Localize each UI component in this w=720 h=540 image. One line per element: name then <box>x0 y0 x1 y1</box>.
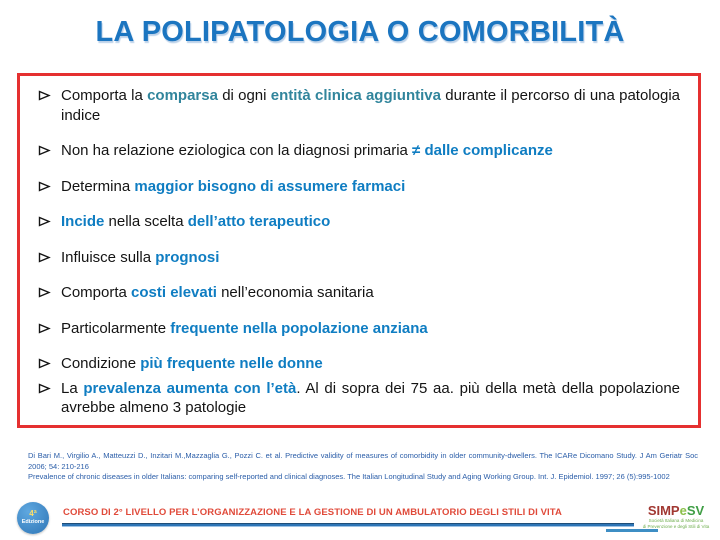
bullet-segment: prognosi <box>155 248 220 266</box>
bullet-segment: più frequente nelle donne <box>140 355 323 372</box>
simpesv-logo: SIMPeSV Società Italiana di Medicina di P… <box>640 504 712 530</box>
edition-badge-number: 4ª <box>29 509 37 519</box>
course-title: CORSO DI 2° LIVELLO PER L’ORGANIZZAZIONE… <box>63 507 562 518</box>
footer-divider <box>62 523 634 527</box>
bullet-text: Influisce sulla prognosi <box>61 248 680 268</box>
bullet-text: Non ha relazione eziologica con la diagn… <box>61 141 680 161</box>
bullet-arrow-icon <box>38 382 51 394</box>
bullet-item: Comporta costi elevati nell’economia san… <box>36 283 680 303</box>
bullet-segment: Particolarmente <box>61 319 171 337</box>
bullet-segment: prevalenza aumenta con l’età <box>83 379 297 397</box>
bullet-segment: nella scelta <box>104 213 188 230</box>
logo-tagline-line2: di Prevenzione e degli Stili di Vita <box>642 524 710 530</box>
bullet-segment: costi elevati <box>131 284 217 301</box>
bullet-segment: entità clinica aggiuntiva <box>270 87 441 104</box>
bullet-item: Incide nella scelta dell’atto terapeutic… <box>36 212 680 232</box>
bullet-arrow-icon <box>38 180 51 192</box>
slide-title: LA POLIPATOLOGIA O COMORBILITÀ <box>95 16 625 48</box>
bullet-list: Comporta la comparsa di ogni entità clin… <box>20 76 698 418</box>
bullet-segment: frequente nella popolazione anziana <box>170 319 428 337</box>
logo-tagline: Società Italiana di Medicina di Prevenzio… <box>640 518 712 530</box>
bullet-segment: comparsa <box>147 87 218 104</box>
logo-underline <box>606 529 658 532</box>
bullet-segment: Comporta <box>61 284 132 301</box>
bullet-text: Incide nella scelta dell’atto terapeutic… <box>61 212 680 232</box>
bullet-item: Determina maggior bisogno di assumere fa… <box>36 177 680 197</box>
bullet-arrow-icon <box>38 287 51 298</box>
bullet-text: Condizione più frequente nelle donne <box>61 354 680 374</box>
bullet-arrow-icon <box>38 322 51 334</box>
bullet-segment: Influisce sulla <box>61 248 156 266</box>
bullet-item: Condizione più frequente nelle donne <box>36 354 680 374</box>
bullet-text: Determina maggior bisogno di assumere fa… <box>61 177 680 197</box>
edition-badge-label: Edizione <box>21 519 45 526</box>
bullet-text: Comporta costi elevati nell’economia san… <box>61 283 680 303</box>
bullet-segment: ≠ dalle complicanze <box>412 142 553 159</box>
bullet-segment: Comporta la <box>61 87 148 104</box>
citations-block: Di Bari M., Virgilio A., Matteuzzi D., I… <box>28 451 698 483</box>
bullet-segment: maggior bisogno di assumere farmaci <box>134 177 406 195</box>
bullet-arrow-icon <box>38 251 51 263</box>
bullet-segment: Condizione <box>61 355 141 372</box>
bullet-segment: La <box>61 379 84 397</box>
bullet-text: Comporta la comparsa di ogni entità clin… <box>61 86 680 125</box>
content-box: Comporta la comparsa di ogni entità clin… <box>17 73 701 428</box>
bullet-arrow-icon <box>38 216 51 227</box>
simpesv-logo-text: SIMPeSV <box>640 504 712 517</box>
bullet-segment: di ogni <box>217 87 271 104</box>
bullet-item: Comporta la comparsa di ogni entità clin… <box>36 86 680 125</box>
bullet-segment: . Al di sopra dei 75 aa. più della metà … <box>61 379 680 417</box>
logo-tagline-line1: Società Italiana di Medicina <box>648 518 704 523</box>
logo-part-simp: SIMP <box>647 503 680 518</box>
bullet-item: Non ha relazione eziologica con la diagn… <box>36 141 680 161</box>
bullet-arrow-icon <box>38 145 51 156</box>
bullet-segment: dell’atto terapeutico <box>187 213 331 230</box>
bullet-item: Influisce sulla prognosi <box>36 248 680 268</box>
bullet-segment: durante il percorso di una patologia ind… <box>61 87 680 124</box>
bullet-arrow-icon <box>38 90 51 101</box>
logo-part-e: e <box>679 503 687 518</box>
logo-part-sv: SV <box>686 503 705 518</box>
bullet-item: La prevalenza aumenta con l’età. Al di s… <box>36 379 680 418</box>
edition-badge: 4ª Edizione <box>17 502 49 534</box>
citation-text: Di Bari M., Virgilio A., Matteuzzi D., I… <box>28 451 698 471</box>
citation-text: Prevalence of chronic diseases in older … <box>28 472 670 481</box>
bullet-segment: nell’economia sanitaria <box>216 284 374 301</box>
bullet-text: La prevalenza aumenta con l’età. Al di s… <box>61 379 680 418</box>
bullet-segment: Determina <box>61 177 135 195</box>
bullet-text: Particolarmente frequente nella popolazi… <box>61 319 680 339</box>
bullet-arrow-icon <box>38 358 51 369</box>
bullet-segment: Incide <box>61 213 105 230</box>
bullet-segment: Non ha relazione eziologica con la diagn… <box>61 142 413 159</box>
bullet-item: Particolarmente frequente nella popolazi… <box>36 319 680 339</box>
